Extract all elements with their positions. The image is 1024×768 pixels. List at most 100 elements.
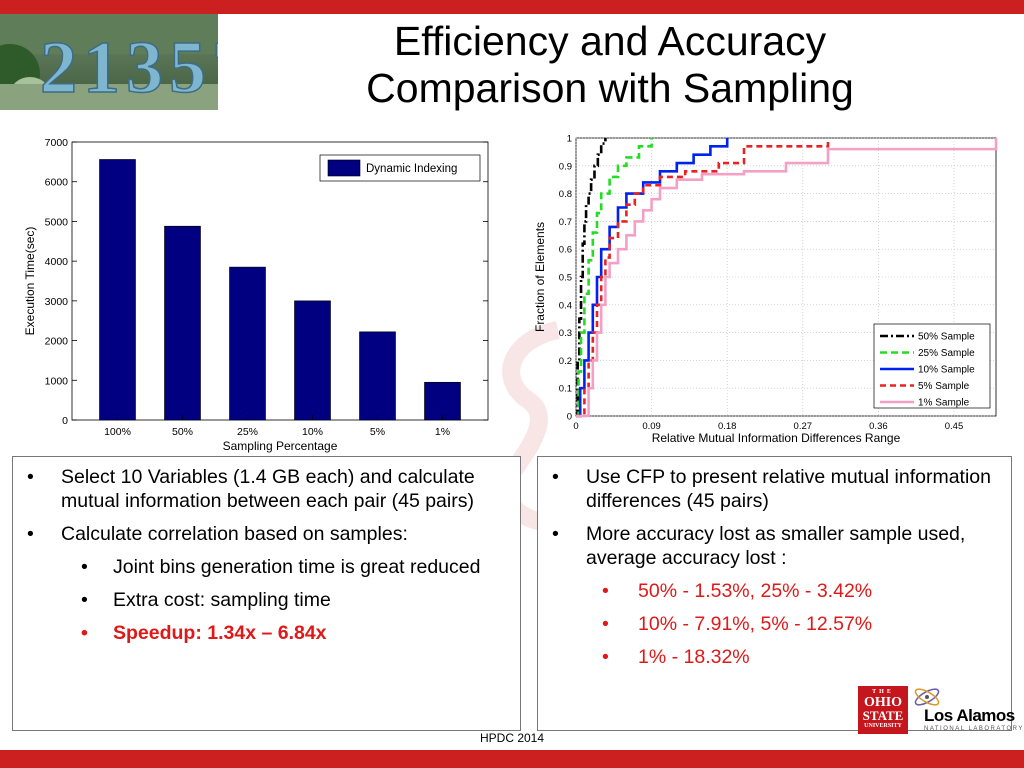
y-tick-label: 3000: [45, 296, 69, 308]
x-tick-label: 5%: [370, 426, 385, 438]
bullet-marker: •: [27, 523, 34, 545]
y-tick-label: 2000: [45, 336, 69, 348]
y-axis-label: Fraction of Elements: [533, 222, 547, 332]
atom-icon: [914, 688, 940, 706]
osu-line-3: STATE: [862, 708, 904, 723]
osu-line-2: OHIO: [863, 695, 903, 710]
header-photo: 21357: [0, 14, 218, 110]
legend-label: 10% Sample: [918, 365, 975, 376]
left-sub-bullet: • Speedup: 1.34x – 6.84x: [13, 621, 520, 645]
bar: [359, 331, 396, 421]
bullet-text: Joint bins generation time is great redu…: [113, 556, 481, 578]
series-line: [576, 138, 607, 418]
y-tick-label: 0.6: [559, 245, 572, 256]
y-tick-label: 0: [567, 412, 572, 423]
right-bullet: • Use CFP to present relative mutual info…: [538, 465, 1011, 513]
line-chart: 0 0.1 0.2 0.3 0.4 0.5 0.6 0.7 0.8 0.9 1 0 0.09 0.18 0.…: [533, 134, 998, 445]
bullet-text: Speedup: 1.34x – 6.84x: [113, 622, 327, 644]
bullet-marker: •: [81, 556, 88, 578]
bullet-marker: •: [81, 622, 88, 644]
left-text-panel: • Select 10 Variables (1.4 GB each) and c…: [12, 456, 521, 731]
bar: [424, 381, 461, 421]
legend-label: 5% Sample: [918, 381, 970, 392]
bullet-marker: •: [602, 580, 609, 602]
y-tick-label: 0.5: [559, 273, 572, 284]
x-tick-label: 0.45: [945, 421, 964, 432]
right-sub-bullet: • 1% - 18.32%: [538, 645, 1011, 669]
right-sub-bullet-list: • 50% - 1.53%, 25% - 3.42% • 10% - 7.91%, 5…: [538, 579, 1011, 669]
y-tick-label: 7000: [45, 137, 69, 149]
left-sub-bullet: • Extra cost: sampling time: [13, 588, 520, 612]
x-tick-label: 10%: [302, 426, 323, 438]
x-tick-label: 100%: [104, 426, 131, 438]
x-tick-label: 0.36: [869, 421, 888, 432]
y-tick-label: 0.1: [559, 384, 572, 395]
bullet-text: Use CFP to present relative mutual infor…: [586, 466, 991, 512]
left-bullet: • Calculate correlation based on samples:: [13, 522, 520, 546]
bar: [229, 266, 266, 421]
line-legend-box: [873, 323, 991, 409]
title-line-2: Comparison with Sampling: [366, 65, 854, 111]
right-sub-bullet: • 50% - 1.53%, 25% - 3.42%: [538, 579, 1011, 603]
bar-plot-area: [71, 141, 489, 421]
ohio-state-logo: THE OHIO STATE UNIVERSITY: [858, 686, 908, 734]
bullet-text: 10% - 7.91%, 5% - 12.57%: [638, 613, 873, 635]
bullet-marker: •: [602, 646, 609, 668]
slide-footer: HPDC 2014: [479, 731, 545, 745]
legend-label: Dynamic Indexing: [366, 163, 457, 175]
los-alamos-logo: Los Alamos NATIONAL LABORATORY: [912, 682, 1024, 734]
x-axis-label: Relative Mutual Information Differences …: [652, 431, 901, 445]
series-line: [576, 138, 830, 418]
y-tick-label: 0.9: [559, 161, 572, 172]
los-alamos-name: Los Alamos: [924, 706, 1015, 725]
top-accent-bar: [0, 0, 1024, 14]
bullet-marker: •: [27, 466, 34, 488]
legend-label: 50% Sample: [918, 332, 975, 343]
title-line-1: Efficiency and Accuracy: [393, 18, 827, 64]
y-tick-label: 0.7: [559, 217, 572, 228]
series-line: [576, 138, 653, 418]
y-tick-label: 0: [62, 415, 68, 427]
slide-title: Efficiency and Accuracy Comparison with …: [240, 18, 980, 112]
x-tick-label: 50%: [172, 426, 193, 438]
x-tick-label: 0.09: [642, 421, 661, 432]
osu-watermark-icon: [497, 321, 571, 532]
y-tick-label: 5000: [45, 216, 69, 228]
x-tick-label: 0: [573, 421, 578, 432]
bullet-text: More accuracy lost as smaller sample use…: [586, 523, 966, 569]
bullet-marker: •: [602, 613, 609, 635]
y-tick-label: 0.8: [559, 189, 572, 200]
y-tick-label: 6000: [45, 177, 69, 189]
bar: [164, 225, 201, 421]
los-alamos-sub: NATIONAL LABORATORY: [924, 726, 1024, 732]
y-tick-label: 4000: [45, 256, 69, 268]
x-tick-label: 0.18: [718, 421, 737, 432]
bullet-text: Extra cost: sampling time: [113, 589, 331, 611]
left-sub-bullet-list: • Joint bins generation time is great red…: [13, 555, 520, 645]
bar-chart: 0 1000 2000 3000 4000 5000 6000 7000 100% 50% 25% 1…: [23, 137, 489, 453]
y-tick-label: 0.3: [559, 328, 572, 339]
right-text-panel: • Use CFP to present relative mutual info…: [537, 456, 1012, 731]
bullet-text: 50% - 1.53%, 25% - 3.42%: [638, 580, 873, 602]
y-tick-label: 1000: [45, 375, 69, 387]
x-tick-label: 25%: [237, 426, 258, 438]
x-tick-label: 0.27: [794, 421, 813, 432]
bullet-marker: •: [81, 589, 88, 611]
left-bullet-list: • Select 10 Variables (1.4 GB each) and c…: [13, 465, 520, 546]
photo-digits: 21357: [40, 27, 218, 109]
bullet-marker: •: [552, 523, 559, 545]
bullet-text: Select 10 Variables (1.4 GB each) and ca…: [61, 466, 475, 512]
right-sub-bullet: • 10% - 7.91%, 5% - 12.57%: [538, 612, 1011, 636]
legend-swatch: [327, 159, 361, 177]
bullet-text: Calculate correlation based on samples:: [61, 523, 408, 545]
y-tick-label: 0.4: [559, 300, 572, 311]
bullet-text: 1% - 18.32%: [638, 646, 750, 668]
right-bullet-list: • Use CFP to present relative mutual info…: [538, 465, 1011, 570]
y-axis-label: Execution Time(sec): [23, 227, 37, 336]
y-tick-label: 0.2: [559, 356, 572, 367]
legend-label: 25% Sample: [918, 348, 975, 359]
legend-label: 1% Sample: [918, 398, 970, 409]
left-sub-bullet: • Joint bins generation time is great red…: [13, 555, 520, 579]
bar: [99, 159, 136, 421]
osu-line-1: THE: [872, 689, 894, 695]
